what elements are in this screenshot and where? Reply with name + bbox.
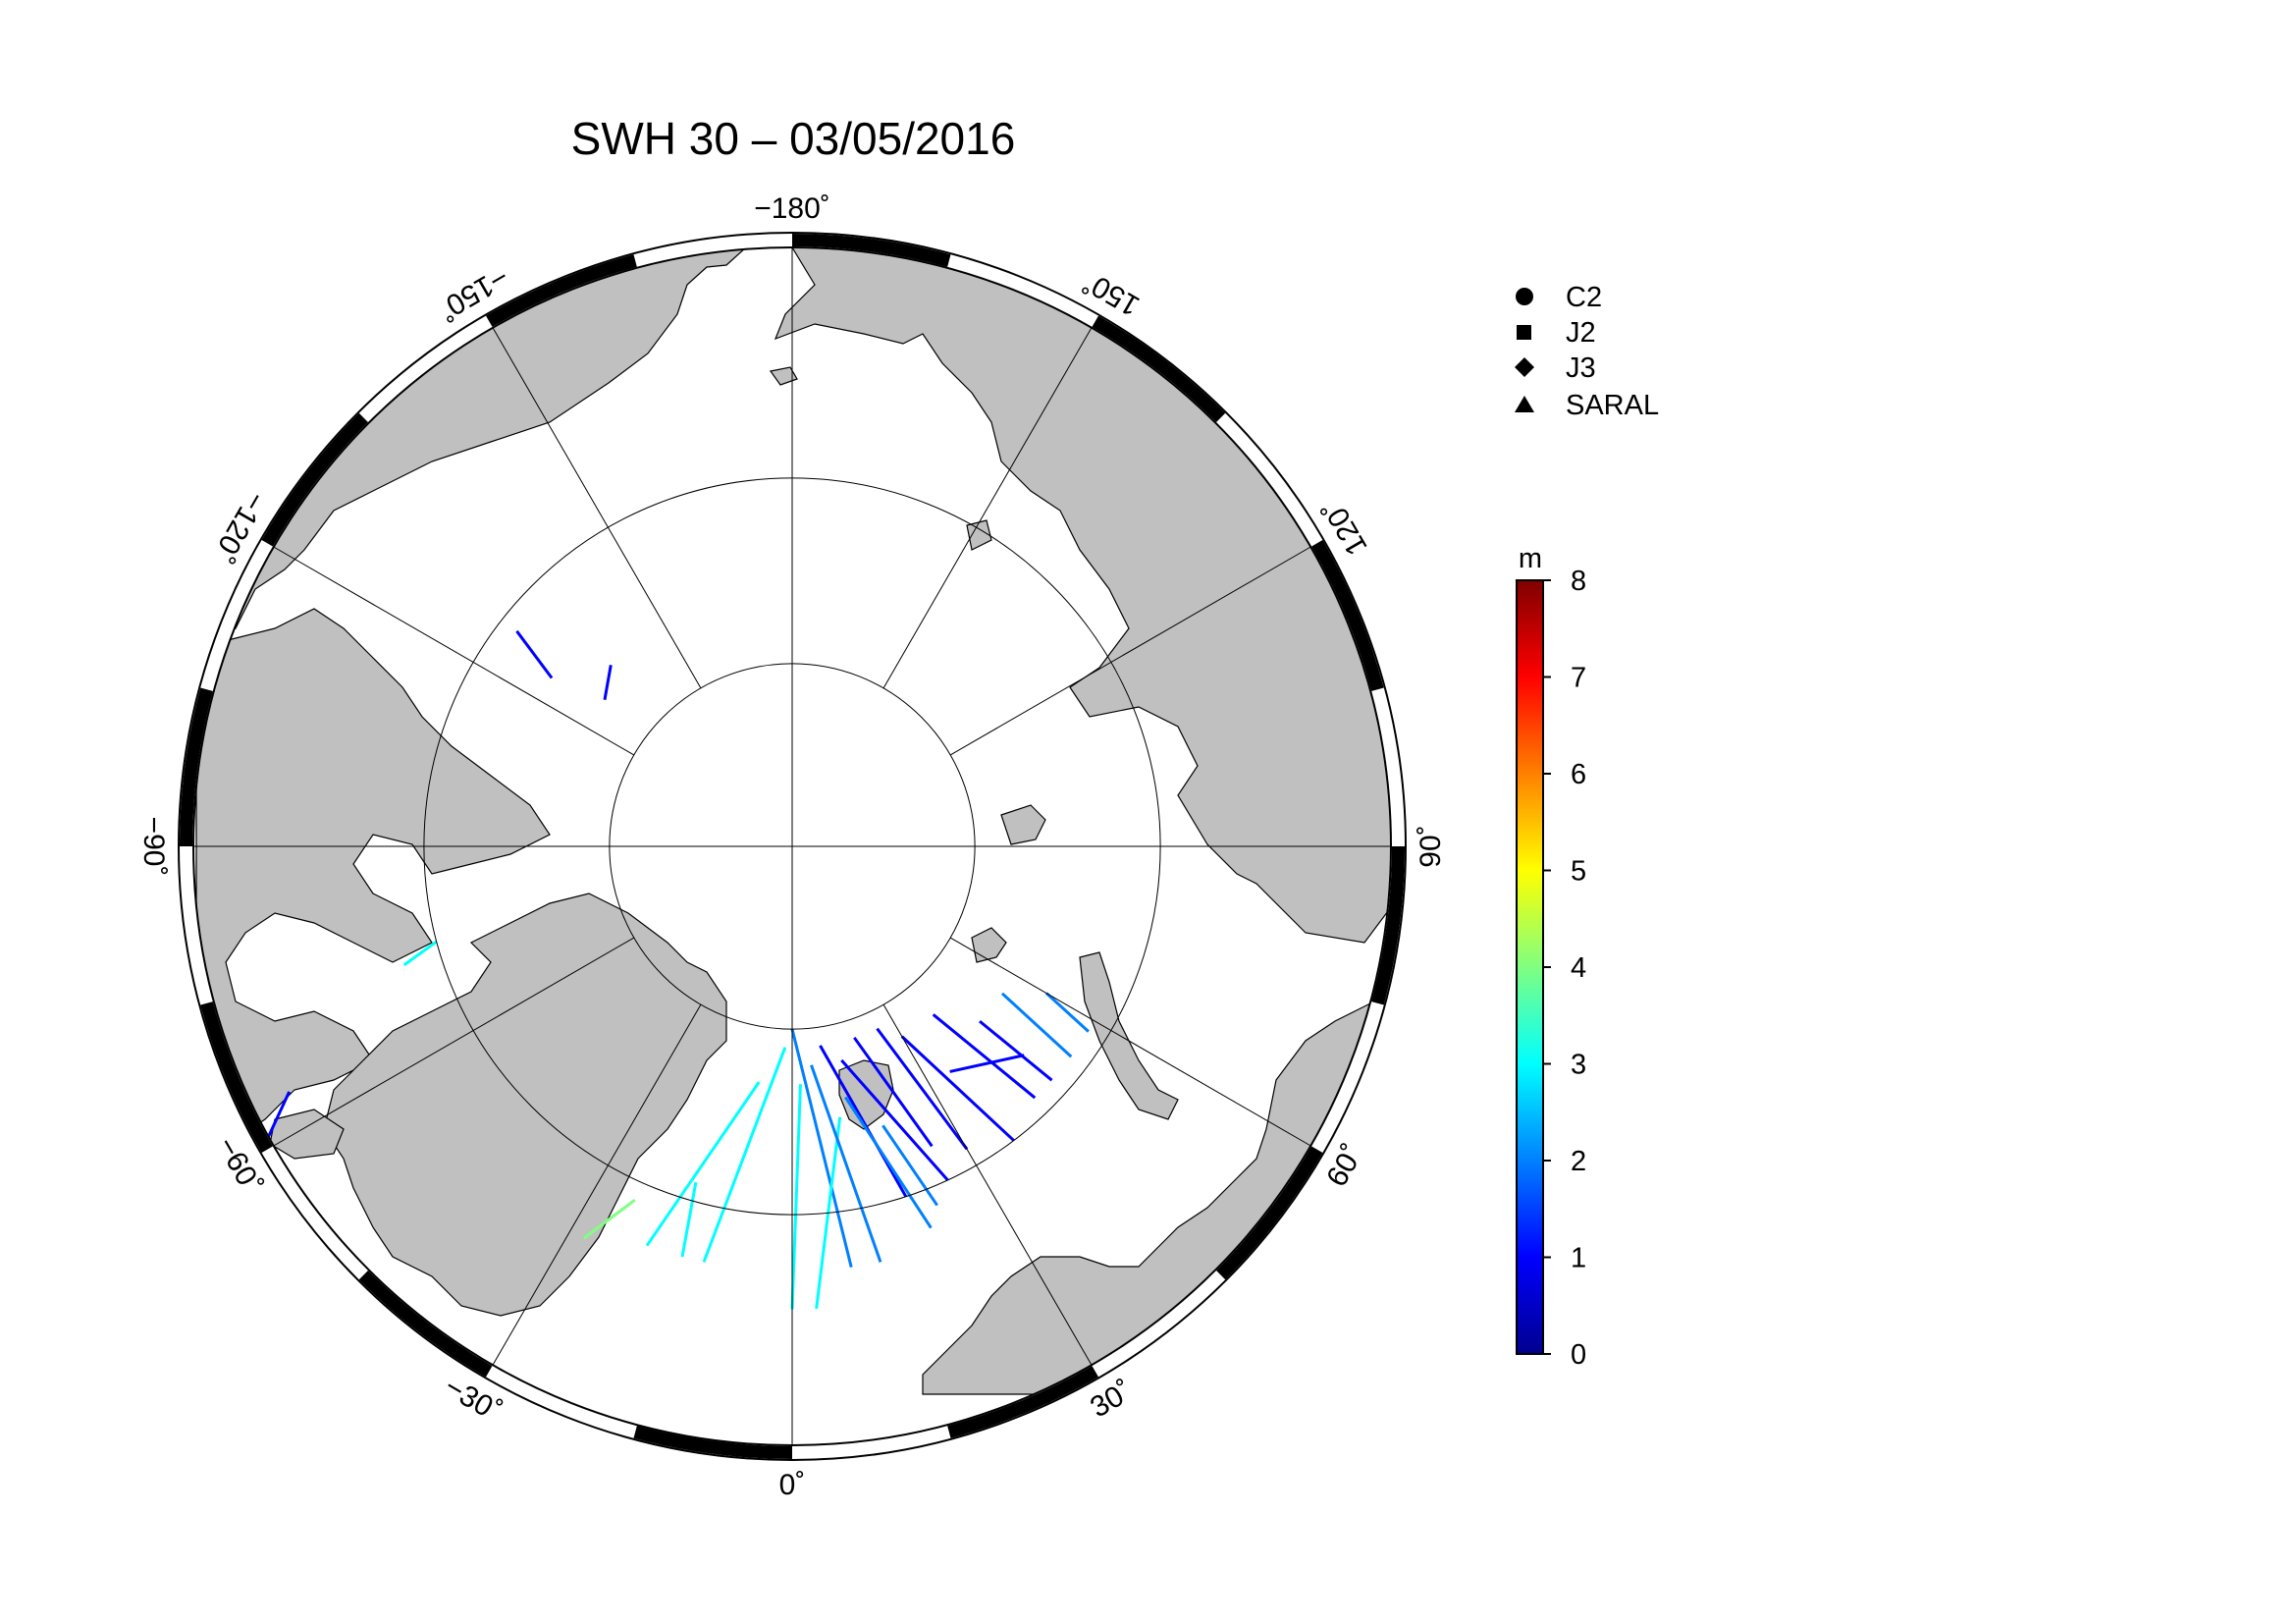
swh-track	[680, 1181, 698, 1258]
frame-segment	[1371, 845, 1405, 1005]
meridian-line	[949, 546, 1311, 756]
swh-track	[840, 1058, 949, 1181]
legend: C2 J2 J3 SARAL	[1515, 282, 1659, 421]
meridian-line	[273, 937, 635, 1147]
swh-track	[881, 1124, 938, 1207]
meridian-label: 0˚	[779, 1469, 806, 1501]
swh-track	[979, 1019, 1053, 1082]
land-new-siberian-islands	[966, 519, 992, 551]
swh-track	[876, 1027, 969, 1151]
polar-map: −180˚150˚120˚90˚60˚30˚0˚−30˚−60˚−90˚−120…	[137, 192, 1447, 1501]
frame-segment	[200, 1001, 273, 1153]
colorbar-tick-label: 0	[1571, 1339, 1586, 1371]
frame-segment	[1216, 1146, 1323, 1280]
meridian-label: −120˚	[206, 486, 272, 568]
land-greenland	[323, 893, 727, 1317]
map-frame	[178, 232, 1407, 1461]
swh-track	[1044, 992, 1090, 1033]
meridian-label: 150˚	[1078, 264, 1146, 322]
swh-track	[603, 665, 613, 701]
meridian-label: −90˚	[137, 817, 170, 877]
swh-track	[810, 1064, 882, 1263]
frame-segment	[791, 234, 951, 267]
meridian-line	[273, 546, 635, 756]
colorbar-tick-label: 4	[1571, 952, 1586, 984]
swh-track	[900, 1035, 1015, 1142]
colorbar-tick-label: 6	[1571, 759, 1586, 790]
meridian-line	[882, 327, 1093, 689]
swh-track	[853, 1036, 934, 1148]
legend-label: C2	[1566, 282, 1602, 313]
meridian-label: 90˚	[1415, 825, 1447, 867]
frame-segment	[1092, 315, 1226, 422]
frame-inner-ring	[192, 246, 1392, 1446]
triangle-symbol-icon	[1515, 396, 1534, 412]
legend-item-c2: C2	[1516, 282, 1602, 313]
swh-track	[645, 1081, 761, 1247]
meridian-line	[882, 1003, 1093, 1366]
legend-label: J2	[1566, 317, 1596, 349]
graticule	[193, 247, 1391, 1445]
colorbar-tick-label: 8	[1571, 566, 1586, 597]
swh-track	[582, 1198, 636, 1240]
meridian-line	[492, 327, 702, 689]
meridian-label: −180˚	[754, 192, 830, 225]
colorbar-tick-label: 3	[1571, 1050, 1586, 1081]
swh-track	[790, 1084, 802, 1310]
diamond-symbol-icon	[1515, 357, 1534, 377]
circle-symbol-icon	[1516, 288, 1533, 305]
land-severnaya-zemlya	[1000, 804, 1046, 845]
frame-segment	[486, 254, 637, 327]
square-symbol-icon	[1517, 325, 1531, 340]
meridian-label: −30˚	[439, 1371, 507, 1429]
frame-segment	[261, 412, 368, 547]
swh-track	[819, 1045, 908, 1198]
frame-outer-ring	[178, 232, 1407, 1461]
frame-segment	[358, 1271, 493, 1378]
land-franz-josef	[971, 927, 1007, 963]
colorbar-tick-label: 2	[1571, 1146, 1586, 1177]
colorbar: m 0 1 2 3 4 5 6 7 8	[1516, 543, 1586, 1371]
frame-segment	[633, 1426, 793, 1459]
land-canada	[195, 608, 551, 1140]
colorbar-tick-label: 7	[1571, 663, 1586, 694]
swh-track	[267, 1091, 292, 1138]
colorbar-unit: m	[1519, 543, 1542, 574]
swh-track	[1000, 992, 1073, 1058]
swh-track	[844, 1096, 933, 1229]
swh-track	[932, 1013, 1037, 1100]
land-novaya-zemlya	[1079, 951, 1179, 1120]
legend-item-j3: J3	[1515, 352, 1596, 384]
colorbar-ticks: 0 1 2 3 4 5 6 7 8	[1543, 566, 1586, 1371]
legend-item-j2: J2	[1517, 317, 1596, 349]
frame-segment	[1311, 540, 1384, 691]
meridian-line	[949, 937, 1311, 1147]
swh-track	[702, 1047, 787, 1263]
swh-track	[402, 940, 438, 967]
swh-track	[949, 1054, 1025, 1073]
altimetry-tracks	[267, 629, 1090, 1310]
legend-label: J3	[1566, 352, 1596, 384]
frame-segment	[180, 687, 213, 847]
colorbar-tick-label: 1	[1571, 1243, 1586, 1274]
swh-track	[790, 1028, 853, 1268]
legend-item-saral: SARAL	[1515, 390, 1659, 421]
land-wrangel	[769, 366, 798, 386]
meridian-line	[492, 1003, 702, 1366]
colorbar-gradient	[1516, 579, 1544, 1355]
swh-track	[515, 629, 554, 679]
frame-segment	[947, 1366, 1098, 1438]
legend-label: SARAL	[1566, 390, 1659, 421]
map-title: SWH 30 – 03/05/2016	[571, 113, 1016, 164]
colorbar-tick-label: 5	[1571, 856, 1586, 888]
